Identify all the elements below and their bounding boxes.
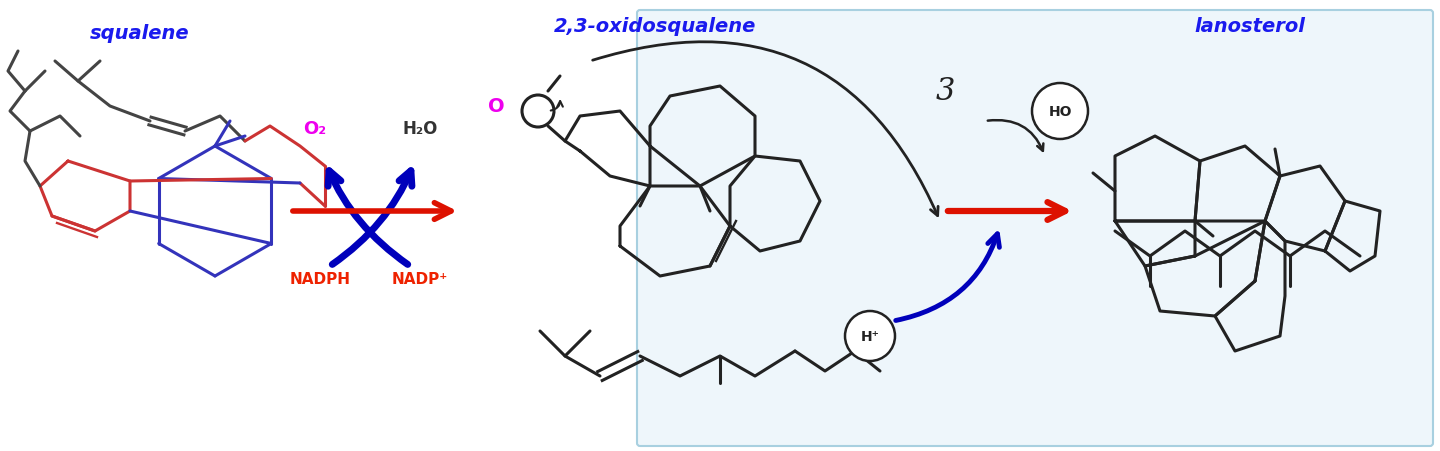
Text: HO: HO <box>1048 105 1071 119</box>
Text: H₂O: H₂O <box>402 120 438 138</box>
Text: NADPH: NADPH <box>289 272 350 286</box>
Text: 2,3-oxidosqualene: 2,3-oxidosqualene <box>554 17 756 36</box>
Text: lanosterol: lanosterol <box>1195 17 1306 36</box>
Text: 3: 3 <box>936 76 955 107</box>
FancyBboxPatch shape <box>636 11 1433 446</box>
Text: O₂: O₂ <box>304 120 327 138</box>
Text: H⁺: H⁺ <box>861 329 880 343</box>
Circle shape <box>1032 84 1089 140</box>
Circle shape <box>845 311 896 361</box>
Text: O: O <box>488 97 504 116</box>
Text: NADP⁺: NADP⁺ <box>392 272 448 286</box>
Text: squalene: squalene <box>91 24 190 43</box>
